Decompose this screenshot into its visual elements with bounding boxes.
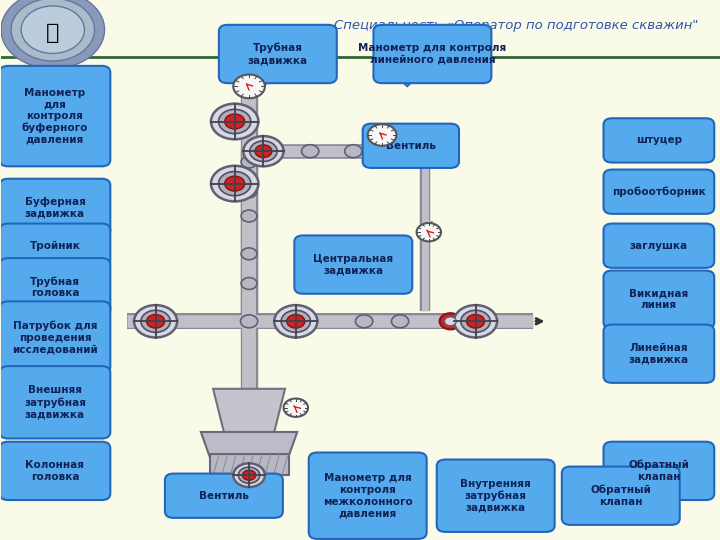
Polygon shape <box>316 281 333 287</box>
Circle shape <box>417 223 441 241</box>
Text: Обратный
клапан: Обратный клапан <box>590 485 651 507</box>
FancyBboxPatch shape <box>165 474 283 518</box>
Text: Тройник: Тройник <box>30 241 81 251</box>
FancyBboxPatch shape <box>0 366 110 438</box>
Circle shape <box>356 315 373 328</box>
Circle shape <box>219 110 251 133</box>
Text: Викидная
линия: Викидная линия <box>629 289 688 310</box>
Circle shape <box>461 310 490 332</box>
Circle shape <box>211 104 258 139</box>
Polygon shape <box>213 389 285 432</box>
Circle shape <box>241 278 257 289</box>
Circle shape <box>345 145 362 158</box>
FancyBboxPatch shape <box>0 224 110 268</box>
Circle shape <box>21 6 84 53</box>
Text: Внешняя
затрубная
задвижка: Внешняя затрубная задвижка <box>24 386 86 419</box>
Text: Вентиль: Вентиль <box>386 141 436 151</box>
Circle shape <box>147 314 165 328</box>
Circle shape <box>250 141 277 161</box>
Circle shape <box>219 172 251 195</box>
Circle shape <box>241 186 257 198</box>
Circle shape <box>274 305 318 338</box>
Circle shape <box>241 248 257 260</box>
FancyBboxPatch shape <box>0 66 110 166</box>
Text: Вентиль: Вентиль <box>199 491 249 501</box>
Circle shape <box>243 136 284 166</box>
Text: Линейная
задвижка: Линейная задвижка <box>629 343 689 364</box>
FancyBboxPatch shape <box>603 325 714 383</box>
FancyBboxPatch shape <box>0 258 110 316</box>
Circle shape <box>467 314 485 328</box>
Circle shape <box>11 0 94 61</box>
FancyBboxPatch shape <box>0 301 110 374</box>
FancyBboxPatch shape <box>210 454 289 475</box>
Polygon shape <box>397 77 418 86</box>
FancyBboxPatch shape <box>603 170 714 214</box>
Text: Колонная
головка: Колонная головка <box>25 460 84 482</box>
FancyBboxPatch shape <box>437 460 554 532</box>
Text: Специальность «Оператор по подготовке скважин": Специальность «Оператор по подготовке ск… <box>334 19 698 32</box>
Text: Центральная
задвижка: Центральная задвижка <box>313 254 393 275</box>
Circle shape <box>233 75 265 98</box>
Circle shape <box>440 313 462 329</box>
Circle shape <box>211 166 258 201</box>
Text: Трубная
головка: Трубная головка <box>30 276 80 298</box>
Circle shape <box>287 314 305 328</box>
Text: заглушка: заглушка <box>630 241 688 251</box>
Text: Манометр
для
контроля
буферного
давления: Манометр для контроля буферного давления <box>22 87 88 145</box>
Circle shape <box>368 124 397 146</box>
Circle shape <box>255 145 272 158</box>
FancyBboxPatch shape <box>294 235 413 294</box>
Circle shape <box>284 399 308 417</box>
Text: Манометр для
контроля
межколонного
давления: Манометр для контроля межколонного давле… <box>323 474 413 518</box>
FancyBboxPatch shape <box>603 271 714 329</box>
Text: Внутренняя
затрубная
задвижка: Внутренняя затрубная задвижка <box>460 479 531 512</box>
FancyBboxPatch shape <box>374 25 491 83</box>
Circle shape <box>302 145 319 158</box>
FancyBboxPatch shape <box>0 442 110 500</box>
Circle shape <box>238 467 260 483</box>
Text: Обратный
клапан: Обратный клапан <box>629 460 689 482</box>
Circle shape <box>241 210 257 222</box>
FancyBboxPatch shape <box>603 224 714 268</box>
FancyBboxPatch shape <box>363 124 459 168</box>
FancyBboxPatch shape <box>0 179 110 237</box>
Circle shape <box>454 305 497 338</box>
Text: штуцер: штуцер <box>636 136 682 145</box>
Text: Манометр для контроля
линейного давления: Манометр для контроля линейного давления <box>359 43 507 65</box>
Circle shape <box>281 310 310 332</box>
Text: Буферная
задвижка: Буферная задвижка <box>24 197 86 219</box>
Circle shape <box>241 156 257 168</box>
FancyBboxPatch shape <box>603 442 714 500</box>
FancyBboxPatch shape <box>603 118 714 163</box>
Circle shape <box>444 317 456 326</box>
Text: 🎓: 🎓 <box>46 23 60 44</box>
Polygon shape <box>201 432 297 456</box>
Circle shape <box>225 176 245 191</box>
Circle shape <box>1 0 104 69</box>
Polygon shape <box>253 77 274 86</box>
Circle shape <box>243 470 256 480</box>
Circle shape <box>392 315 409 328</box>
FancyBboxPatch shape <box>562 467 680 525</box>
Circle shape <box>233 463 265 487</box>
Text: пробоотборник: пробоотборник <box>612 186 706 197</box>
FancyBboxPatch shape <box>309 453 427 539</box>
Text: Патрубок для
проведения
исследований: Патрубок для проведения исследований <box>12 321 98 354</box>
Text: Трубная
задвижка: Трубная задвижка <box>248 43 308 65</box>
Circle shape <box>134 305 177 338</box>
Circle shape <box>225 114 245 129</box>
FancyBboxPatch shape <box>219 25 337 83</box>
Circle shape <box>141 310 170 332</box>
Circle shape <box>240 315 258 328</box>
